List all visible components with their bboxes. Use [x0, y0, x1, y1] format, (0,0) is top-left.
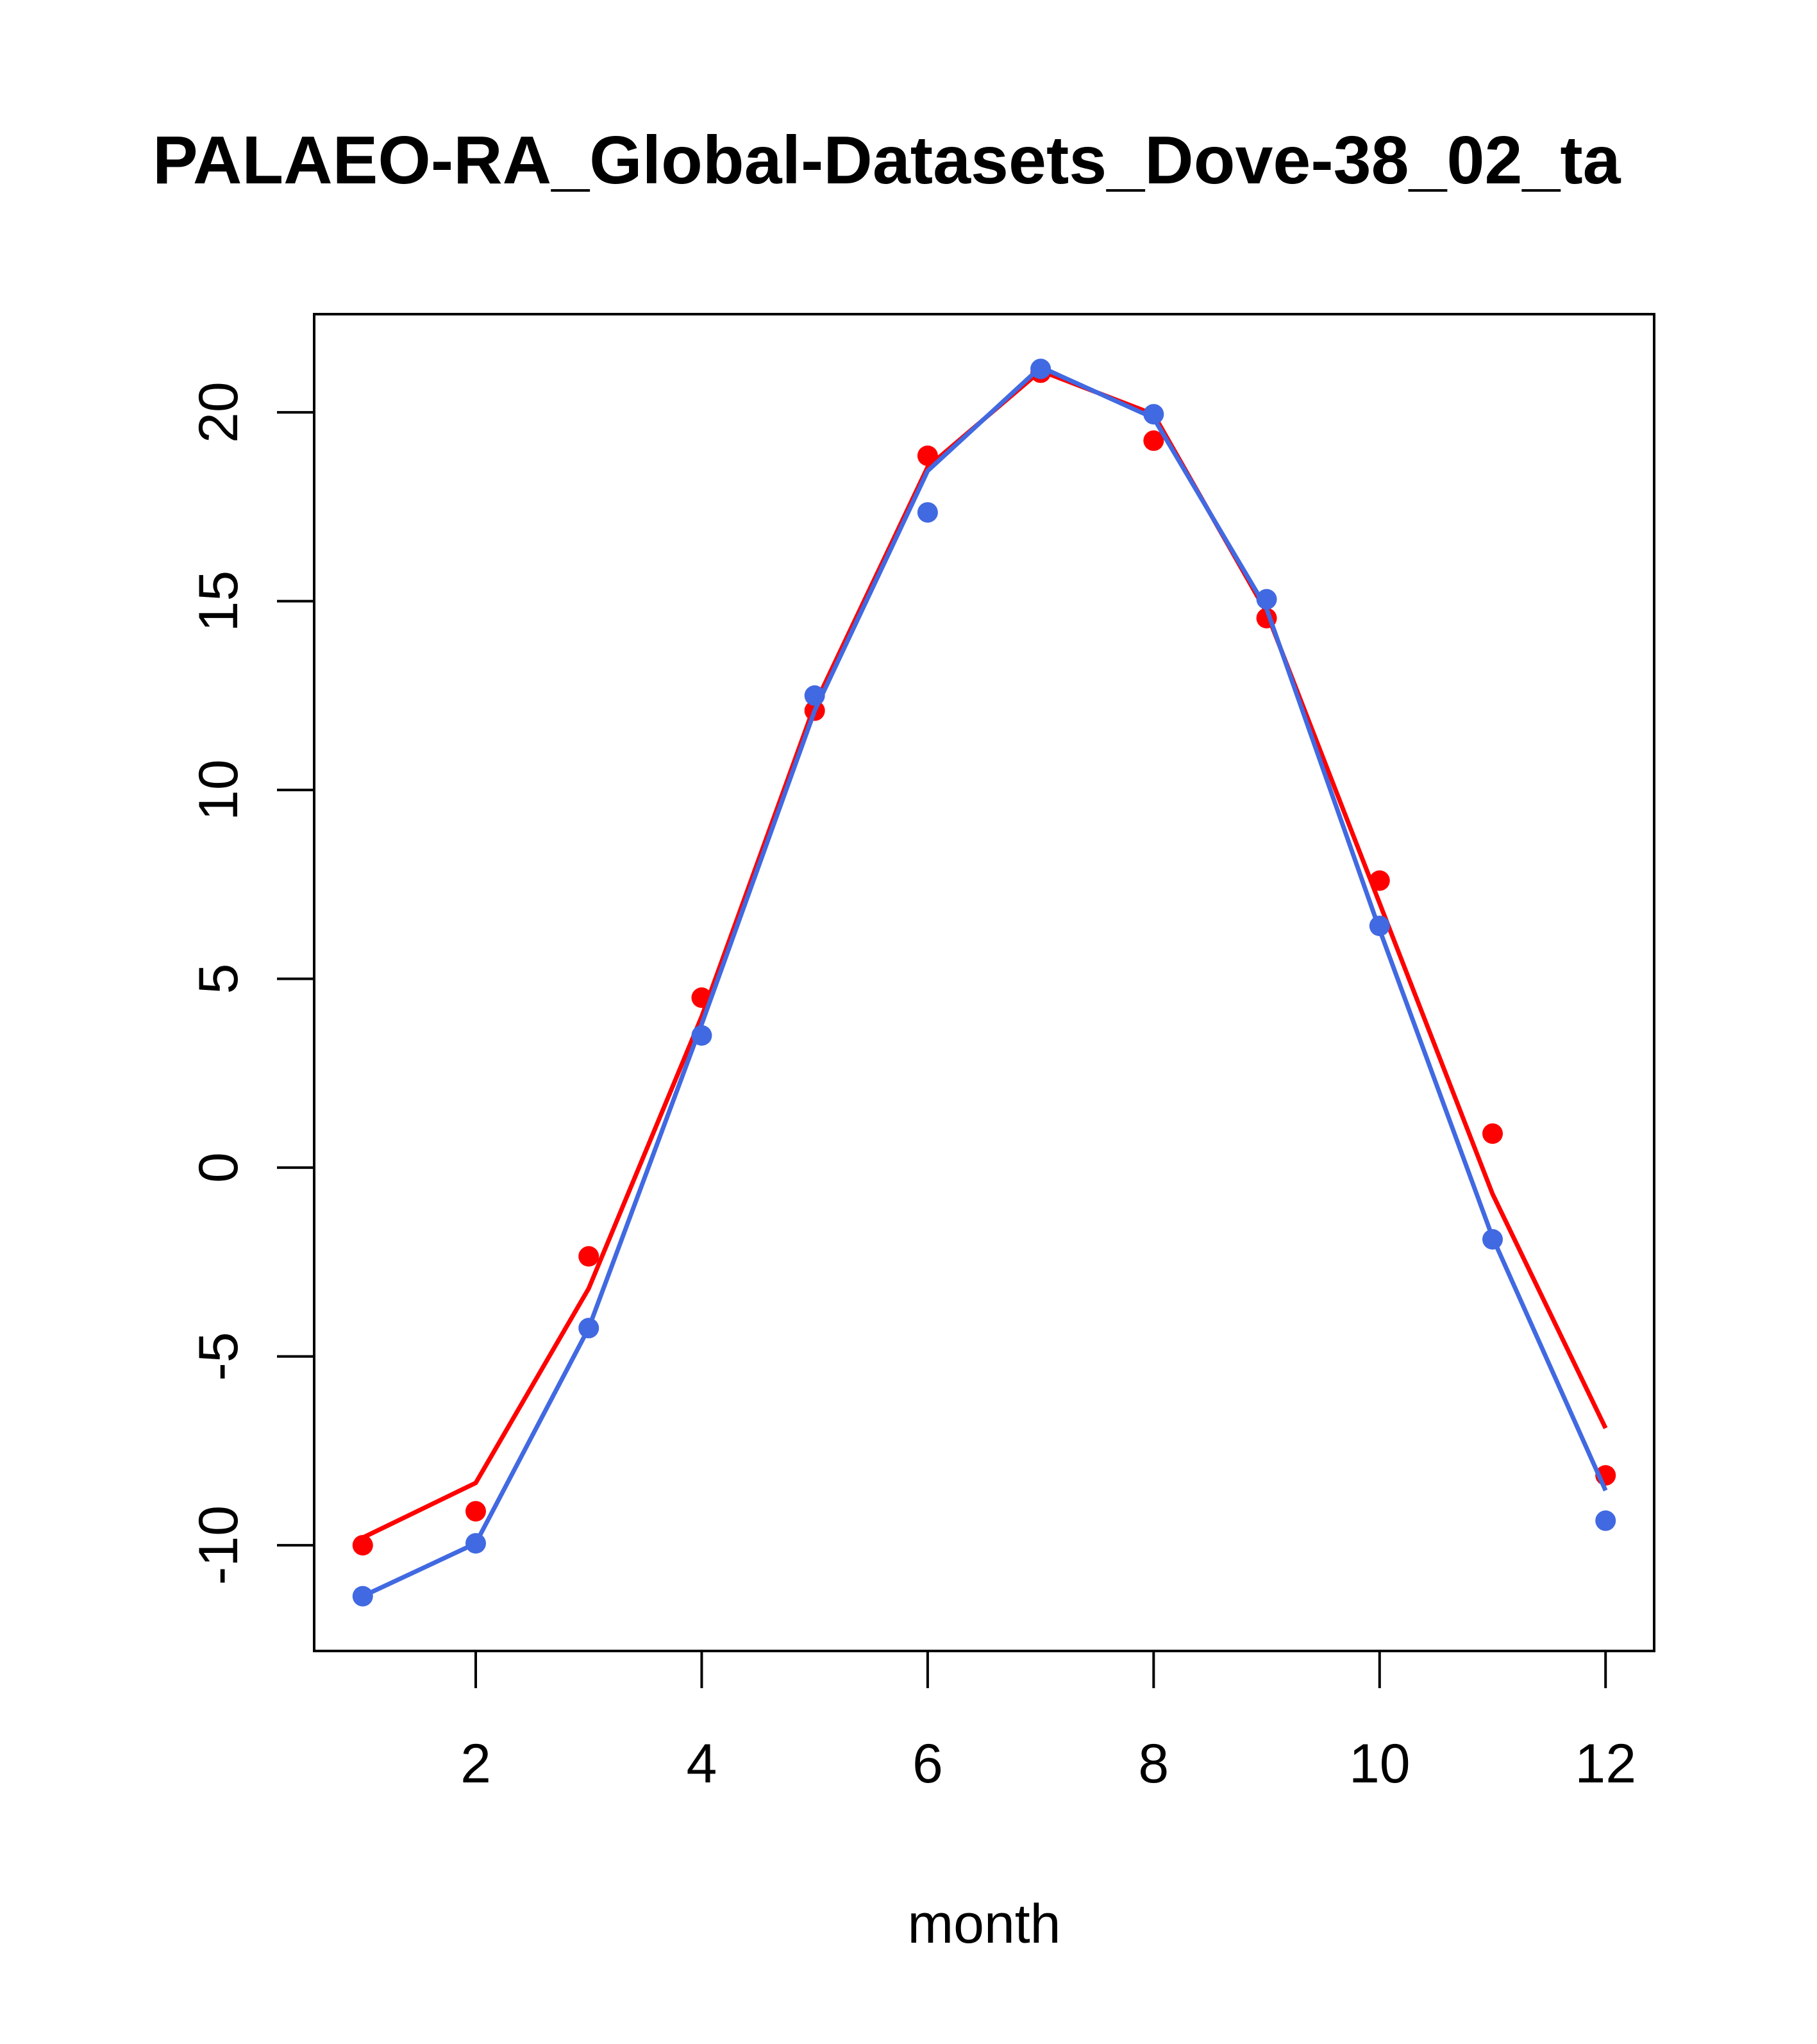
data-point: [1143, 430, 1164, 451]
series-2: [352, 358, 1616, 1607]
data-point: [1595, 1510, 1616, 1531]
series-layer: [352, 358, 1616, 1607]
data-point: [578, 1246, 599, 1267]
x-tick-label: 12: [1575, 1733, 1636, 1795]
data-point: [804, 685, 825, 706]
plot-frame: [313, 313, 1655, 1652]
y-axis: -10 -5 0 5 10 15 20: [188, 381, 315, 1585]
data-point: [465, 1501, 486, 1522]
series-line: [362, 364, 1608, 1598]
data-point: [691, 987, 712, 1009]
data-point: [352, 1535, 373, 1556]
y-tick-label: 20: [188, 381, 249, 443]
data-point: [352, 1586, 373, 1607]
y-tick-label: 0: [188, 1152, 249, 1183]
x-tick-label: 4: [687, 1733, 717, 1795]
y-tick-label: -10: [188, 1505, 249, 1585]
x-axis-label: month: [907, 1893, 1060, 1955]
data-point: [465, 1533, 486, 1554]
data-point: [1482, 1229, 1503, 1250]
data-point: [1369, 870, 1390, 891]
y-tick-label: -5: [188, 1332, 249, 1380]
data-point: [1143, 404, 1164, 425]
data-point: [578, 1318, 599, 1339]
x-tick-label: 10: [1349, 1733, 1411, 1795]
y-tick-label: 15: [188, 571, 249, 632]
data-point: [691, 1025, 712, 1046]
data-point: [1030, 358, 1051, 380]
x-tick-label: 8: [1138, 1733, 1169, 1795]
y-tick-label: 10: [188, 759, 249, 821]
x-axis: 2 4 6 8 10 12: [460, 1650, 1636, 1795]
y-tick-label: 5: [188, 964, 249, 994]
x-tick-label: 6: [912, 1733, 943, 1795]
series-line: [362, 368, 1608, 1540]
chart-title: PALAEO-RA_Global-Datasets_Dove-38_02_ta: [153, 122, 1621, 198]
data-point: [1482, 1123, 1503, 1144]
data-point: [917, 445, 938, 466]
data-point: [1256, 589, 1277, 610]
series-1: [352, 362, 1616, 1556]
x-tick-label: 2: [460, 1733, 491, 1795]
data-point: [917, 502, 938, 523]
data-point: [1369, 916, 1390, 937]
